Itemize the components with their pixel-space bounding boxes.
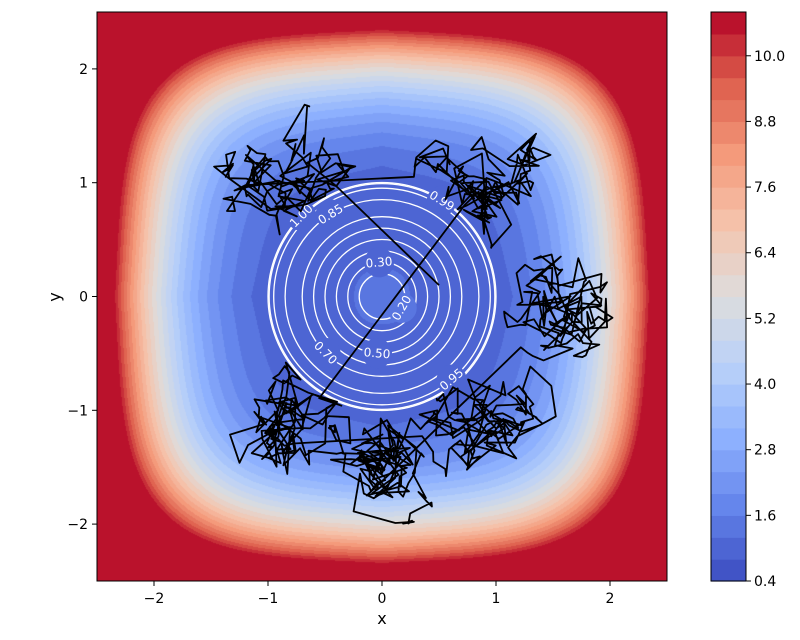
colorbar-band	[711, 449, 746, 473]
trajectory	[213, 103, 614, 525]
colorbar-tick-label: 8.8	[754, 114, 776, 130]
colorbar-band	[711, 340, 746, 363]
colorbar-band	[711, 252, 746, 276]
colorbar-band	[711, 12, 746, 35]
colorbar-band	[711, 471, 746, 495]
contour-line	[301, 216, 463, 377]
colorbar-band	[711, 559, 746, 582]
y-axis-label: y	[45, 292, 64, 301]
plot-area: 0.200.300.500.700.850.950.991.00	[96, 11, 668, 582]
colorbar-band	[711, 230, 746, 254]
colorbar-tick-label: 2.8	[754, 443, 776, 459]
colorbar-frame	[710, 11, 747, 582]
colorbar-band	[711, 33, 746, 57]
colorbar-tick-label: 0.4	[754, 574, 776, 590]
contour-label-gap	[310, 337, 341, 368]
colorbar-band	[711, 318, 746, 341]
contour-label-gap	[286, 200, 317, 231]
colorbar-band	[711, 493, 746, 516]
contour-line	[284, 198, 480, 395]
y-tick-label: −2	[67, 517, 88, 533]
y-axis: −2 −1 0 1 2	[67, 62, 97, 533]
contour-labels: 0.200.300.500.700.850.950.991.00	[286, 185, 467, 395]
contour-label-gap	[315, 199, 346, 230]
colorbar-ticks: 0.4 1.6 2.8 4.0 5.2 6.4 7.6 8.8 10.0	[746, 49, 785, 590]
x-tick-label: 2	[606, 591, 615, 607]
x-tick-label: −2	[144, 591, 165, 607]
x-tick-label: 1	[492, 591, 501, 607]
contour-label-gap	[362, 338, 393, 369]
colorbar-tick-label: 7.6	[754, 180, 776, 196]
colorbar-tick-label: 6.4	[754, 246, 776, 262]
contour-line	[267, 181, 497, 412]
x-tick-label: 0	[378, 591, 387, 607]
colorbar-band	[711, 99, 746, 123]
contour-label: 0.30	[365, 254, 393, 270]
contour-line	[268, 182, 496, 411]
colorbar-band	[711, 384, 746, 407]
y-tick-label: −1	[67, 403, 88, 419]
colorbar-band	[711, 77, 746, 101]
colorbar-tick-label: 5.2	[754, 311, 776, 327]
y-tick-label: 0	[79, 290, 88, 306]
contour-label: 0.50	[363, 345, 391, 361]
colorbar-tick-label: 1.6	[754, 508, 776, 524]
x-axis-label: x	[377, 609, 386, 628]
colorbar-band	[711, 537, 746, 560]
colorbar: 0.4 1.6 2.8 4.0 5.2 6.4 7.6 8.8 10.0	[710, 11, 785, 590]
colorbar-band	[711, 165, 746, 188]
colorbar-tick-label: 10.0	[754, 49, 785, 65]
colorbar-band	[711, 296, 746, 319]
colorbar-band	[711, 55, 746, 79]
contour-label-gap	[386, 292, 417, 323]
colorbar-band	[711, 143, 746, 166]
x-axis: −2 −1 0 1 2	[144, 581, 615, 607]
contour-line	[273, 187, 491, 406]
colorbar-band	[711, 274, 746, 298]
colorbar-tick-label: 4.0	[754, 377, 776, 393]
y-tick-label: 2	[79, 62, 88, 78]
contour-label-gap	[436, 364, 467, 395]
contour-label-gap	[364, 247, 395, 278]
colorbar-bands	[711, 12, 746, 582]
x-tick-label: −1	[258, 591, 279, 607]
colorbar-band	[711, 121, 746, 144]
colorbar-band	[711, 208, 746, 232]
colorbar-band	[711, 362, 746, 385]
y-tick-label: 1	[79, 176, 88, 192]
colorbar-band	[711, 515, 746, 538]
colorbar-band	[711, 187, 746, 210]
colorbar-band	[711, 405, 746, 429]
colorbar-band	[711, 427, 746, 451]
trajectory-line	[213, 103, 614, 525]
